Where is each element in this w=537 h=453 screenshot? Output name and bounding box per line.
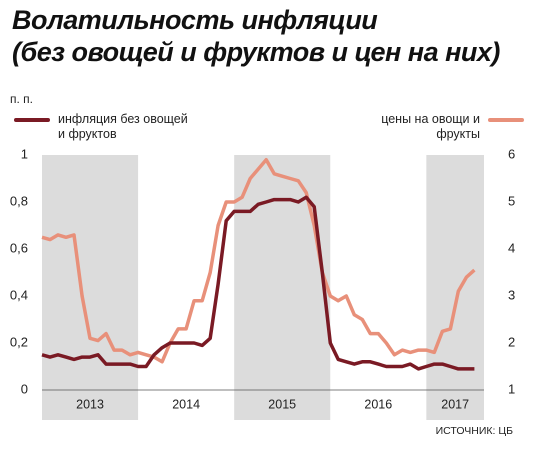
y-tick-label: 0,6	[10, 240, 28, 255]
y2-tick-label: 3	[508, 287, 515, 302]
x-tick-label: 2013	[76, 397, 104, 411]
source-note: ИСТОЧНИК: ЦБ	[435, 425, 513, 437]
title-line: Волатильность инфляции	[12, 5, 378, 35]
year-band	[234, 155, 331, 420]
series-line	[41, 195, 475, 371]
legend-label: цены на овощи и фрукты	[381, 112, 480, 141]
legend-swatch	[488, 118, 524, 122]
series-line	[41, 157, 476, 364]
year-band	[42, 155, 139, 420]
chart-title: Волатильность инфляции (без овощей и фру…	[12, 4, 500, 68]
legend-label: инфляция без овощей и фруктов	[58, 112, 188, 141]
y2-tick-label: 2	[508, 334, 515, 349]
legend-swatch	[14, 118, 50, 122]
year-band	[426, 155, 484, 420]
y-tick-label: 0,4	[10, 287, 28, 302]
y2-tick-label: 4	[508, 240, 515, 255]
y2-tick-label: 6	[508, 146, 515, 161]
x-tick-label: 2017	[441, 397, 469, 411]
x-tick-label: 2015	[268, 397, 296, 411]
legend-entry: инфляция без овощей и фруктов	[14, 112, 204, 142]
y-tick-label: 0,8	[10, 193, 28, 208]
legend-entry: цены на овощи и фрукты	[370, 112, 530, 142]
x-tick-label: 2016	[364, 397, 392, 411]
y2-tick-label: 5	[508, 193, 515, 208]
x-tick-label: 2014	[172, 397, 200, 411]
title-line: (без овощей и фруктов и цен на них)	[12, 37, 500, 67]
y-tick-label: 1	[21, 146, 28, 161]
y-tick-label: 0,2	[10, 334, 28, 349]
axis-unit: п. п.	[10, 92, 33, 106]
y2-tick-label: 1	[508, 381, 515, 396]
y-tick-label: 0	[21, 381, 28, 396]
